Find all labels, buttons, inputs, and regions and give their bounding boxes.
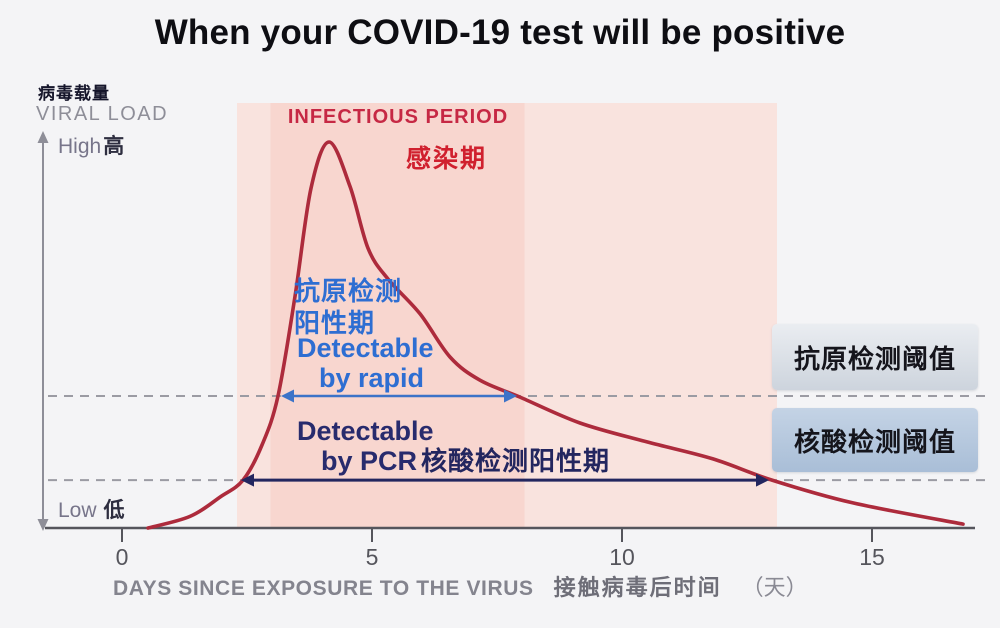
pcr-arrowhead-right-icon — [756, 473, 769, 487]
x-axis-label: DAYS SINCE EXPOSURE TO THE VIRUS 接触病毒后时间 （… — [113, 570, 808, 602]
viral-load-curve — [146, 140, 965, 530]
y-axis-up-arrow-icon — [37, 131, 49, 143]
x-tick-label: 5 — [365, 544, 379, 570]
high-label-cn: 高 — [103, 135, 125, 158]
detectable-by-pcr-line2: by PCR — [321, 446, 418, 476]
rapid-threshold-box: 抗原检测阈值 — [772, 324, 978, 390]
infectious-period-label-cn: 感染期 — [406, 145, 488, 173]
low-label-en: Low — [58, 499, 97, 522]
x-axis-label-cn: 接触病毒后时间 — [553, 575, 722, 600]
detectable-by-pcr-line1: Detectable — [297, 416, 434, 446]
page-title: When your COVID-19 test will be positive — [154, 13, 846, 52]
high-label-en: High — [58, 135, 102, 158]
pcr-arrowhead-left-icon — [241, 473, 254, 487]
x-tick-label: 10 — [609, 544, 635, 570]
detectable-by-rapid-line2: by rapid — [319, 363, 425, 393]
x-tick-label: 0 — [115, 544, 129, 570]
y-axis-low-label: Low 低 — [58, 494, 125, 524]
y-axis-label-cn: 病毒载量 — [38, 84, 110, 103]
rapid-positive-period-cn-line1: 抗原检测 — [294, 276, 403, 306]
rapid-arrowhead-right-icon — [504, 389, 517, 403]
x-axis-label-en: DAYS SINCE EXPOSURE TO THE VIRUS — [113, 577, 534, 600]
y-axis-high-label: High高 — [58, 130, 124, 160]
low-label-cn: 低 — [103, 499, 125, 522]
y-axis-down-arrow-icon — [37, 519, 49, 531]
y-axis-label-en: VIRAL LOAD — [36, 103, 169, 125]
x-axis-label-unit: （天） — [741, 575, 808, 600]
rapid-arrowhead-left-icon — [281, 389, 294, 403]
infectious-period-label-en: INFECTIOUS PERIOD — [287, 106, 509, 128]
pcr-positive-period-cn: 核酸检测阳性期 — [421, 446, 611, 476]
detectable-by-rapid-line1: Detectable — [297, 333, 434, 363]
rapid-positive-period-cn-line2: 阳性期 — [294, 308, 376, 338]
pcr-threshold-box: 核酸检测阈值 — [772, 408, 978, 472]
x-tick-label: 15 — [859, 544, 885, 570]
